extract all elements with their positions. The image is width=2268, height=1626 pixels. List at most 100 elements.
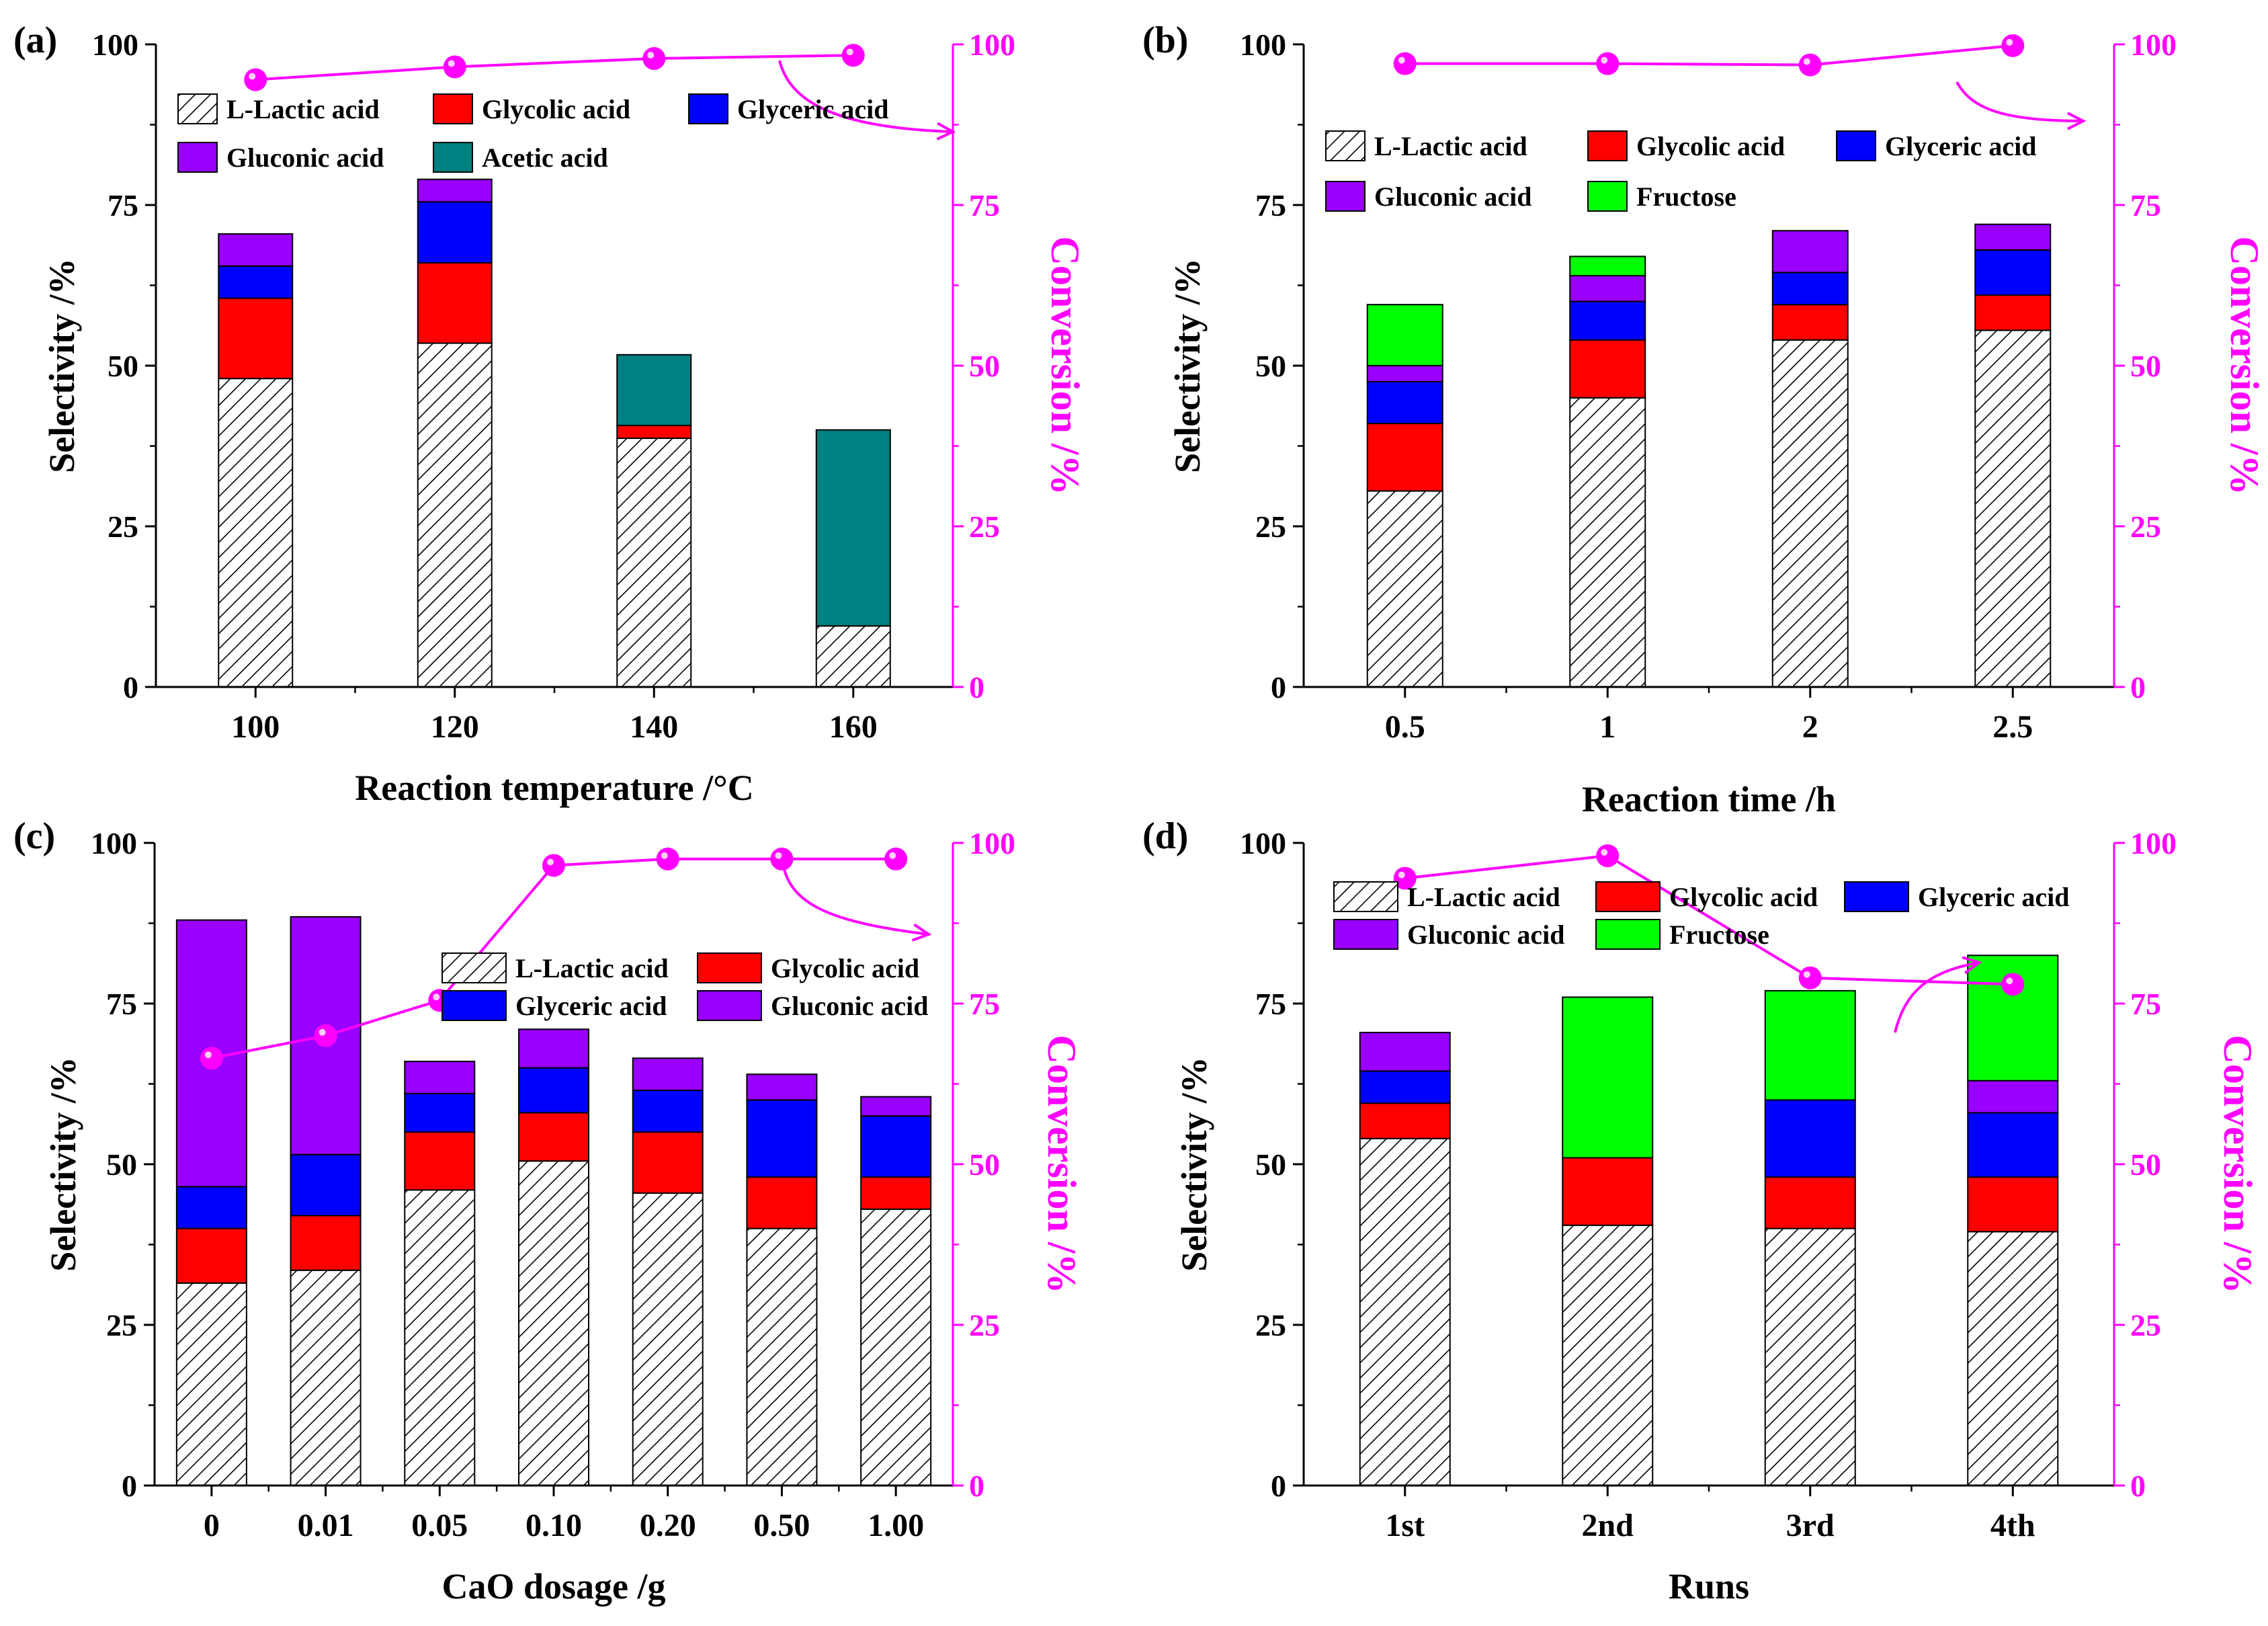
bar-lactic-0	[1359, 1137, 1451, 1486]
conversion-point-highlight	[204, 1051, 212, 1059]
x-tick-label: 120	[431, 709, 479, 745]
y-tick-label: 0	[1271, 1469, 1286, 1503]
conversion-point-highlight	[547, 858, 554, 866]
conversion-point-highlight	[1398, 871, 1405, 879]
conversion-point-highlight	[775, 852, 782, 859]
bar-glycolic-2	[616, 424, 692, 440]
bar-lactic-3	[1967, 1231, 2059, 1486]
conversion-point-highlight	[433, 993, 440, 1001]
y-tick-label: 100	[1240, 826, 1286, 860]
y2-tick-label: 75	[969, 188, 1000, 222]
bar-lactic-0	[175, 1282, 247, 1486]
legend-swatch-gluconic	[1325, 181, 1366, 212]
y-tick-label: 50	[106, 1147, 137, 1182]
bar-lactic-3	[518, 1160, 589, 1486]
legend-label-glycolic: Glycolic acid	[1669, 882, 1818, 912]
conversion-point-1	[1596, 844, 1620, 868]
y2-tick-label: 0	[2130, 670, 2146, 704]
bar-glycolic-4	[632, 1131, 704, 1194]
bar-gluconic-3	[1974, 223, 2052, 251]
bar-glycolic-5	[746, 1176, 818, 1229]
bar-glyceric-3	[518, 1067, 589, 1114]
x-axis-title: CaO dosage /g	[442, 1566, 665, 1607]
bar-lactic-2	[1771, 339, 1849, 688]
bar-gluconic-6	[860, 1096, 932, 1117]
conversion-point-1	[314, 1024, 337, 1047]
bar-gluconic-4	[632, 1057, 704, 1092]
legend-label-gluconic: Gluconic acid	[226, 143, 384, 173]
legend-swatch-glycolic	[1595, 881, 1661, 912]
bar-glyceric-1	[417, 201, 493, 264]
bar-acetic-3	[815, 429, 891, 627]
bar-gluconic-1	[1569, 275, 1646, 302]
y-tick-label: 75	[106, 987, 137, 1021]
bar-lactic-1	[290, 1269, 362, 1486]
x-axis-title: Runs	[1669, 1566, 1749, 1607]
legend-label-glyceric: Glyceric acid	[737, 94, 888, 124]
legend-swatch-lactic	[177, 93, 218, 124]
y-axis-title: Selectivity /%	[1174, 1057, 1214, 1271]
chart-panel-a: 0 25 50 75 100 0 25 50 75 100 100 120 140 160 Reaction…	[13, 19, 1087, 808]
y2-tick-label: 75	[969, 987, 1000, 1021]
x-tick-label: 1	[1599, 709, 1615, 745]
x-axis-title: Reaction time /h	[1582, 779, 1836, 819]
bar-glycolic-0	[218, 297, 294, 380]
conversion-point-highlight	[1601, 849, 1608, 856]
conversion-point-highlight	[846, 48, 853, 56]
arrow-to-conversion-axis	[1894, 961, 1980, 1033]
y-tick-label: 0	[123, 670, 138, 704]
y-tick-label: 0	[1271, 670, 1286, 704]
bar-glycolic-0	[1366, 423, 1443, 492]
conversion-point-highlight	[2006, 977, 2013, 985]
legend-label-glyceric: Glyceric acid	[1885, 131, 2036, 161]
y-tick-label: 75	[1255, 188, 1286, 222]
bar-glyceric-3	[1974, 249, 2052, 296]
conversion-point-highlight	[1803, 58, 1810, 65]
bar-gluconic-2	[404, 1061, 476, 1094]
x-axis-title: Reaction temperature /°C	[355, 768, 753, 808]
legend-swatch-fructose	[1595, 919, 1661, 950]
bar-gluconic-3	[518, 1028, 589, 1069]
bar-glyceric-3	[1967, 1112, 2059, 1178]
x-tick-label: 0.5	[1385, 709, 1425, 745]
bar-fructose-0	[1366, 304, 1443, 366]
conversion-point-5	[770, 847, 794, 870]
y-tick-label: 50	[108, 349, 138, 383]
legend-swatch-glyceric	[442, 990, 507, 1021]
arrow-head-icon	[911, 923, 932, 942]
bar-glycolic-2	[1771, 304, 1849, 341]
arrow-to-conversion-axis	[778, 60, 954, 133]
bar-fructose-2	[1764, 989, 1856, 1101]
y-tick-label: 100	[91, 826, 137, 860]
bar-acetic-2	[616, 354, 692, 426]
y2-tick-label: 50	[969, 1147, 1000, 1182]
y2-tick-label: 25	[969, 1308, 1000, 1342]
legend-swatch-glyceric	[1844, 881, 1909, 912]
legend-label-fructose: Fructose	[1669, 920, 1769, 950]
bar-gluconic-5	[746, 1073, 818, 1101]
y2-axis-title: Conversion /%	[1043, 236, 1087, 495]
conversion-point-2	[1798, 966, 1822, 989]
bar-glyceric-0	[218, 265, 294, 299]
legend-swatch-gluconic	[177, 142, 218, 173]
bar-lactic-4	[632, 1192, 704, 1487]
y2-axis-title: Conversion /%	[1040, 1034, 1084, 1293]
legend-swatch-lactic	[442, 952, 507, 983]
y-axis-title: Selectivity /%	[42, 258, 82, 473]
bar-glyceric-0	[1366, 380, 1443, 425]
y2-tick-label: 0	[969, 1469, 984, 1503]
panel-label: (d)	[1142, 815, 1188, 857]
y2-axis-title: Conversion /%	[2216, 1034, 2260, 1293]
x-tick-label: 0.05	[411, 1508, 468, 1543]
legend-swatch-fructose	[1587, 181, 1628, 212]
y2-tick-label: 100	[969, 826, 1015, 860]
bar-lactic-3	[1974, 329, 2052, 688]
conversion-point-highlight	[1398, 56, 1405, 64]
x-tick-label: 1.00	[868, 1508, 924, 1543]
y2-tick-label: 50	[969, 349, 1000, 383]
legend-swatch-acetic	[433, 142, 473, 173]
conversion-point-highlight	[647, 52, 655, 59]
bar-lactic-1	[417, 342, 493, 688]
legend-swatch-glyceric	[1836, 130, 1876, 161]
y2-tick-label: 100	[2130, 28, 2177, 62]
